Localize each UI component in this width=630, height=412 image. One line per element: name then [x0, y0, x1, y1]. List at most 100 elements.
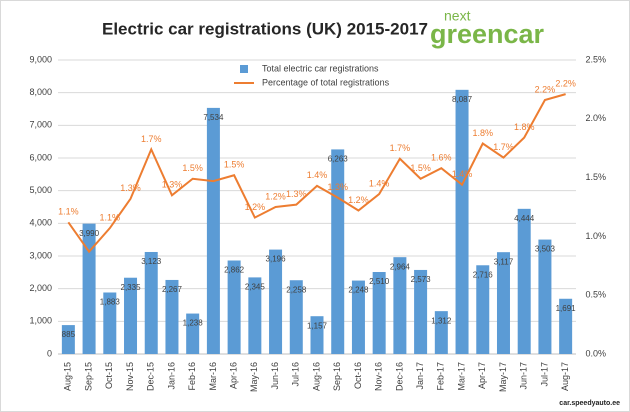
line-value-label: 1.2% — [265, 191, 286, 201]
x-tick-label: Mar-16 — [208, 362, 218, 391]
line-value-label: 1.4% — [369, 178, 390, 188]
line-value-label: 1.1% — [100, 213, 121, 223]
bar-value-label: 3,123 — [141, 257, 162, 266]
bar-value-label: 2,510 — [369, 277, 390, 286]
bar-value-label: 885 — [62, 330, 76, 339]
line-value-label: 1.6% — [431, 153, 452, 163]
bar-value-label: 1,883 — [100, 298, 121, 307]
bar-value-label: 7,534 — [203, 113, 224, 122]
y-tick-label: 0 — [47, 348, 52, 358]
bar — [538, 239, 552, 354]
line-value-label: 2.2% — [535, 84, 556, 94]
bar-value-label: 2,335 — [121, 283, 142, 292]
x-tick-label: May-17 — [498, 362, 508, 392]
bar — [206, 107, 220, 354]
y-tick-label: 5,000 — [29, 185, 52, 195]
bar-value-label: 2,716 — [473, 270, 494, 279]
bar-value-label: 2,267 — [162, 285, 183, 294]
bar — [434, 311, 448, 354]
line-value-label: 2.2% — [555, 78, 576, 88]
y-tick-label: 1,000 — [29, 316, 52, 326]
x-tick-label: Sep-15 — [83, 362, 93, 391]
logo-top: next — [444, 8, 471, 24]
bar — [496, 252, 510, 354]
line-value-label: 1.5% — [224, 160, 245, 170]
x-tick-label: Feb-17 — [436, 362, 446, 391]
line-value-label: 1.3% — [120, 183, 141, 193]
bar-value-label: 3,503 — [535, 245, 556, 254]
watermark: car.speedyauto.ee — [559, 400, 620, 407]
bar-value-label: 6,263 — [328, 155, 349, 164]
chart-title: Electric car registrations (UK) 2015-201… — [102, 19, 428, 38]
x-tick-label: Jun-16 — [270, 362, 280, 390]
line-value-label: 1.5% — [182, 163, 203, 173]
line-value-label: 1.3% — [286, 189, 307, 199]
bar — [351, 280, 365, 354]
x-tick-label: Feb-16 — [187, 362, 197, 391]
line-value-label: 1.3% — [327, 182, 348, 192]
x-tick-label: Jun-17 — [519, 362, 529, 390]
x-tick-label: May-16 — [249, 362, 259, 392]
y2-tick-label: 2.5% — [585, 54, 606, 64]
bar-value-label: 1,312 — [431, 316, 452, 325]
y-tick-label: 4,000 — [29, 218, 52, 228]
bar — [372, 272, 386, 354]
y-tick-label: 6,000 — [29, 152, 52, 162]
bar — [455, 89, 469, 354]
bar-value-label: 3,196 — [266, 255, 287, 264]
line-value-label: 1.2% — [245, 202, 266, 212]
bar — [269, 249, 283, 354]
bar-value-label: 4,444 — [514, 214, 535, 223]
y2-tick-label: 0.5% — [585, 290, 606, 300]
line-value-label: 1.4% — [307, 170, 328, 180]
line — [67, 93, 566, 254]
x-tick-label: Jul-16 — [291, 362, 301, 387]
line-value-label: 1.7% — [493, 142, 514, 152]
y-tick-label: 8,000 — [29, 87, 52, 97]
bar-value-label: 1,691 — [556, 304, 577, 313]
bar — [414, 269, 428, 354]
x-tick-label: Jul-17 — [539, 362, 549, 387]
x-tick-label: Dec-16 — [394, 362, 404, 391]
legend-label: Total electric car registrations — [262, 63, 379, 73]
bar — [165, 279, 179, 354]
legend-label: Percentage of total registrations — [262, 77, 390, 87]
x-tick-label: Oct-15 — [104, 362, 114, 389]
bar-value-label: 2,862 — [224, 266, 245, 275]
y-tick-label: 7,000 — [29, 120, 52, 130]
line-value-label: 1.8% — [473, 128, 494, 138]
x-tick-label: Mar-17 — [456, 362, 466, 391]
line-value-label: 1.1% — [58, 207, 79, 217]
bar — [393, 257, 407, 354]
bar — [124, 277, 138, 354]
bar — [248, 277, 262, 354]
y2-tick-label: 1.0% — [585, 231, 606, 241]
line-value-label: 1.4% — [452, 169, 473, 179]
x-tick-label: Oct-16 — [353, 362, 363, 389]
x-tick-label: Aug-16 — [311, 362, 321, 391]
bar-value-label: 3,117 — [494, 257, 514, 266]
x-tick-label: Nov-15 — [125, 362, 135, 391]
line-value-label: 1.7% — [141, 134, 162, 144]
x-tick-label: Apr-17 — [477, 362, 487, 389]
x-tick-label: Jan-16 — [166, 362, 176, 390]
x-tick-label: Aug-17 — [560, 362, 570, 391]
line-value-label: 1.3% — [162, 180, 183, 190]
bar-value-label: 3,990 — [79, 229, 100, 238]
bar — [289, 280, 303, 354]
x-tick-label: Aug-15 — [63, 362, 73, 391]
bar — [227, 260, 241, 354]
y2-tick-label: 0.0% — [585, 348, 606, 358]
bar-value-label: 2,258 — [286, 285, 307, 294]
bar — [559, 298, 573, 354]
y-tick-label: 9,000 — [29, 54, 52, 64]
x-tick-label: Jan-17 — [415, 362, 425, 390]
line-value-label: 1.2% — [348, 195, 369, 205]
bar — [310, 316, 324, 354]
bar — [82, 223, 96, 354]
y2-tick-label: 2.0% — [585, 113, 606, 123]
line-value-label: 1.7% — [390, 143, 411, 153]
bar — [61, 325, 75, 354]
